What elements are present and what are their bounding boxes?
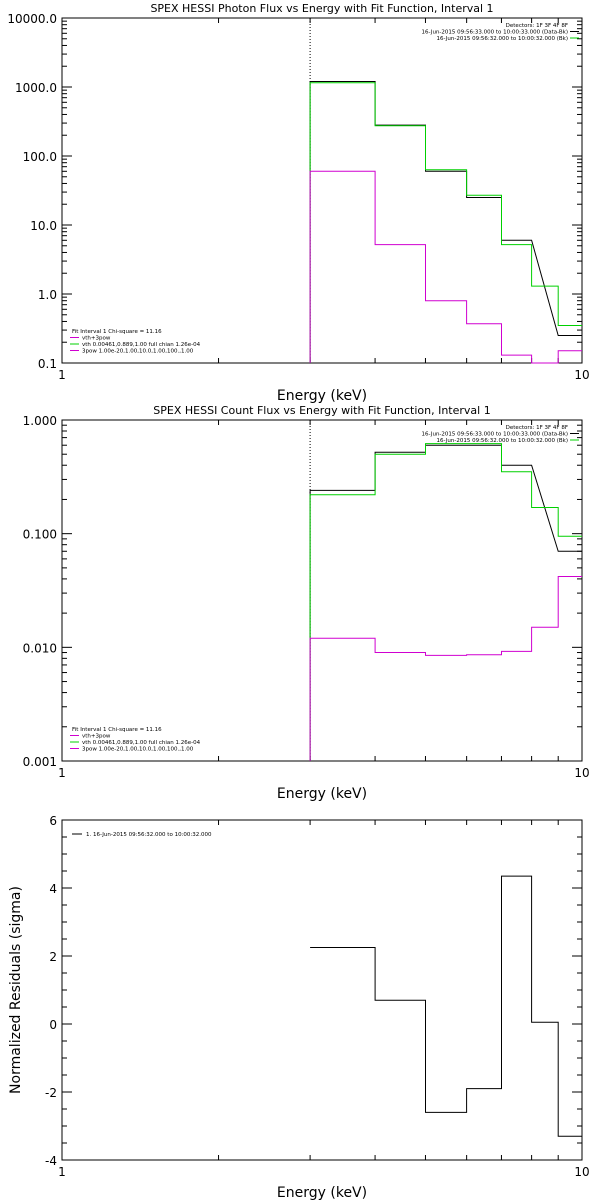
legend-line: vth+3pow <box>82 336 111 342</box>
series-2-line <box>309 82 582 363</box>
y-tick-label: 1000.0 <box>15 81 57 95</box>
y-tick-label: 0.001 <box>23 755 57 769</box>
annotation-line: 16-Jun-2015 09:56:32.000 to 10:00:32.000… <box>436 36 568 42</box>
chart-panel-2: SPEX HESSI Count Flux vs Energy with Fit… <box>23 404 590 802</box>
y-tick-label: 0.100 <box>23 528 57 542</box>
chart-panel-1: SPEX HESSI Photon Flux vs Energy with Fi… <box>7 2 589 404</box>
chart-panel-3: 1 10 -4 -2 0 2 4 6 Energy (keV) Normalized Residu… <box>8 814 590 1200</box>
y-tick-label: 0.1 <box>38 357 57 371</box>
x-tick-label: 1 <box>58 766 66 780</box>
x-axis-label: Energy (keV) <box>277 388 367 404</box>
series-3-line <box>309 576 582 761</box>
y-tick-label: 0 <box>49 1018 57 1032</box>
x-tick-label: 10 <box>574 368 589 382</box>
annotation-line: 16-Jun-2015 09:56:33.000 to 10:00:33.000… <box>422 432 568 438</box>
series-1-line <box>309 444 582 761</box>
y-tick-label: 0.010 <box>23 641 57 655</box>
x-tick-label: 10 <box>574 766 589 780</box>
series-1-line <box>309 81 582 363</box>
plot-frame <box>61 17 583 364</box>
x-tick-label: 10 <box>574 1165 589 1179</box>
legend-line: 3pow 1.00e-20,1.00,10.0,1.00,100.,1.00 <box>82 349 194 355</box>
legend-line: Fit Interval 1 Chi-square = 11.16 <box>72 329 162 335</box>
y-tick-label: 100.0 <box>23 150 57 164</box>
series-3-line <box>309 170 582 364</box>
y-tick-label: 10.0 <box>30 219 57 233</box>
annotation-line: 16-Jun-2015 09:56:32.000 to 10:00:32.000… <box>436 438 568 444</box>
annotation-line: Detectors: 1F 3F 4F 8F <box>506 23 568 29</box>
y-tick-label: 1.0 <box>38 288 57 302</box>
y-tick-label: 1.000 <box>23 414 57 428</box>
legend-line: vth+3pow <box>82 734 111 740</box>
legend-line: vth 0.00461,0.889,1.00 full chian 1.26e-… <box>82 740 201 746</box>
legend-line: 1. 16-Jun-2015 09:56:32.000 to 10:00:32.… <box>86 832 212 838</box>
x-tick-label: 1 <box>58 368 66 382</box>
legend-line: vth 0.00461,0.889,1.00 full chian 1.26e-… <box>82 342 201 348</box>
chart-title: SPEX HESSI Photon Flux vs Energy with Fi… <box>150 2 493 15</box>
y-tick-label: 4 <box>49 882 57 896</box>
y-tick-label: 10000.0 <box>7 12 57 26</box>
x-axis-label: Energy (keV) <box>277 1185 367 1200</box>
series-1-line <box>310 875 582 1137</box>
plot-frame <box>61 419 583 762</box>
plot-frame <box>61 819 583 1161</box>
series-2-line <box>309 443 582 761</box>
y-tick-label: 2 <box>49 950 57 964</box>
y-tick-label: -2 <box>45 1086 57 1100</box>
chart-title: SPEX HESSI Count Flux vs Energy with Fit… <box>153 404 490 417</box>
x-axis-label: Energy (keV) <box>277 786 367 802</box>
legend-line: Fit Interval 1 Chi-square = 11.16 <box>72 727 162 733</box>
y-tick-label: -4 <box>45 1154 57 1168</box>
y-tick-label: 6 <box>49 814 57 828</box>
y-axis-label: Normalized Residuals (sigma) <box>8 886 24 1094</box>
legend-line: 3pow 1.00e-20,1.00,10.0,1.00,100.,1.00 <box>82 747 194 753</box>
x-tick-label: 1 <box>58 1165 66 1179</box>
annotation-line: Detectors: 1F 3F 4F 8F <box>506 425 568 431</box>
annotation-line: 16-Jun-2015 09:56:33.000 to 10:00:33.000… <box>422 30 568 36</box>
